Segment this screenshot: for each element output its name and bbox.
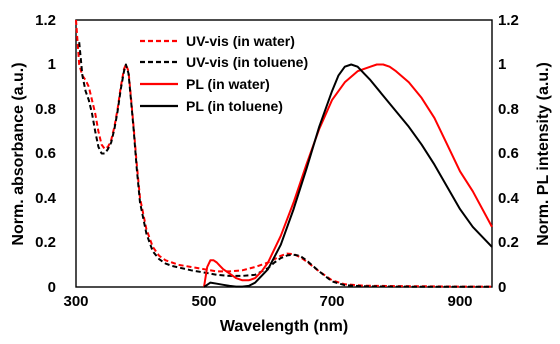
legend-label: UV-vis (in water) [186, 33, 295, 49]
y-left-tick-label: 0.2 [35, 234, 56, 251]
legend-label: PL (in water) [186, 76, 270, 92]
y-right-tick-label: 0.6 [498, 145, 519, 162]
y-left-tick-label: 0.6 [35, 145, 56, 162]
y-right-tick-label: 0.8 [498, 101, 519, 118]
x-tick-label: 700 [319, 293, 344, 310]
y-axis-left-label: Norm. absorbance (a.u.) [10, 62, 27, 245]
y-left-tick-label: 0.8 [35, 101, 56, 118]
legend-label: PL (in toluene) [186, 98, 283, 114]
plot-area [75, 19, 493, 288]
pl-water-line [203, 63, 493, 288]
series-layer [75, 19, 493, 288]
y-axis-left-ticks: 0 0.2 0.4 0.6 0.8 1 1.2 [35, 12, 57, 296]
legend: UV-vis (in water) UV-vis (in toluene) PL… [140, 33, 308, 114]
legend-label: UV-vis (in toluene) [186, 54, 308, 70]
x-axis-ticks: 300 500 700 900 [63, 293, 472, 310]
uv-water-line [75, 19, 492, 288]
plot-frame [75, 19, 493, 288]
y-left-tick-label: 1 [48, 56, 56, 73]
uv-toluene-line [78, 42, 492, 288]
y-left-tick-label: 0 [48, 279, 56, 296]
y-left-tick-label: 1.2 [35, 12, 56, 29]
x-axis-label: Wavelength (nm) [220, 318, 348, 335]
y-right-tick-label: 1 [498, 56, 506, 73]
y-axis-right-label: Norm. PL intensity (a.u.) [535, 62, 552, 246]
y-right-tick-label: 0.4 [498, 190, 520, 207]
y-left-tick-label: 0.4 [35, 190, 57, 207]
pl-toluene-line [203, 63, 493, 288]
x-tick-label: 300 [63, 293, 88, 310]
y-axis-right-ticks: 0 0.2 0.4 0.6 0.8 1 1.2 [498, 12, 520, 296]
y-right-tick-label: 1.2 [498, 12, 519, 29]
y-right-tick-label: 0.2 [498, 234, 519, 251]
x-tick-label: 500 [191, 293, 216, 310]
y-right-tick-label: 0 [498, 279, 506, 296]
x-tick-label: 900 [447, 293, 472, 310]
